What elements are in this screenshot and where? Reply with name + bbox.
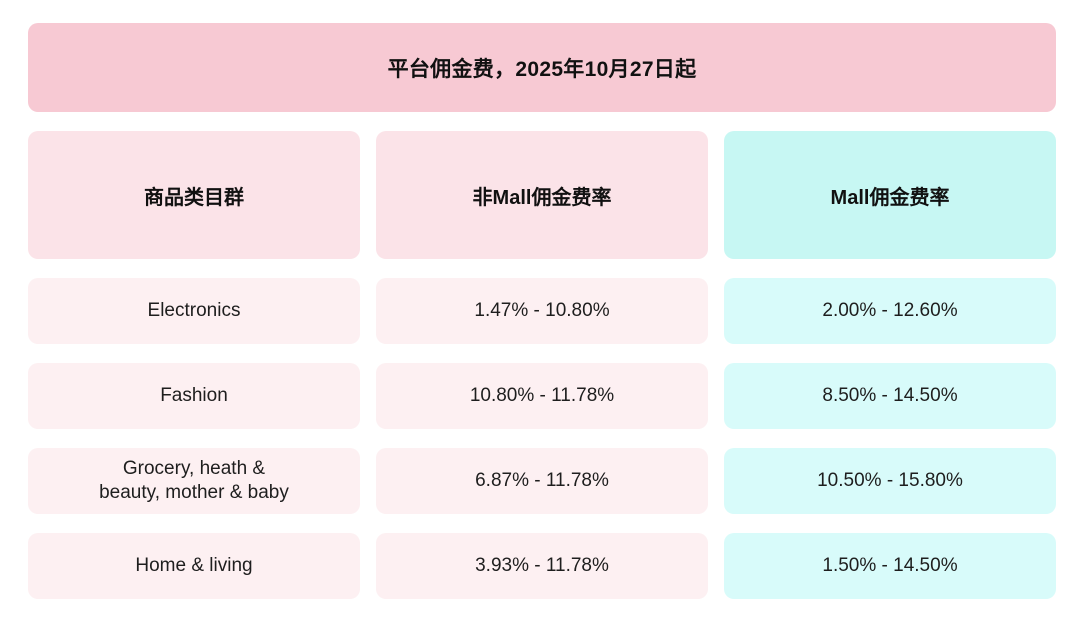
header-cell-category: 商品类目群 <box>28 131 360 259</box>
category-label: Home & living <box>135 555 253 577</box>
commission-table: 商品类目群 非Mall佣金费率 Mall佣金费率 Electronics 1.4… <box>28 131 1056 599</box>
header-label-category: 商品类目群 <box>144 186 244 209</box>
non-mall-rate-cell: 10.80% - 11.78% <box>376 363 708 429</box>
category-cell: Home & living <box>28 533 360 599</box>
category-label: Fashion <box>160 385 228 407</box>
non-mall-rate-value: 6.87% - 11.78% <box>475 470 609 492</box>
mall-rate-cell: 8.50% - 14.50% <box>724 363 1056 429</box>
mall-rate-value: 1.50% - 14.50% <box>822 555 958 577</box>
page-title: 平台佣金费，2025年10月27日起 <box>387 57 697 81</box>
non-mall-rate-cell: 3.93% - 11.78% <box>376 533 708 599</box>
non-mall-rate-value: 1.47% - 10.80% <box>474 300 610 322</box>
mall-rate-value: 10.50% - 15.80% <box>817 470 963 492</box>
mall-rate-cell: 10.50% - 15.80% <box>724 448 1056 514</box>
mall-rate-cell: 1.50% - 14.50% <box>724 533 1056 599</box>
category-cell: Grocery, heath & beauty, mother & baby <box>28 448 360 514</box>
non-mall-rate-value: 10.80% - 11.78% <box>469 385 615 407</box>
non-mall-rate-cell: 6.87% - 11.78% <box>376 448 708 514</box>
mall-rate-cell: 2.00% - 12.60% <box>724 278 1056 344</box>
header-label-mall-rate: Mall佣金费率 <box>830 186 950 209</box>
header-label-non-mall-rate: 非Mall佣金费率 <box>472 186 612 209</box>
category-label: Electronics <box>147 300 241 322</box>
header-cell-non-mall-rate: 非Mall佣金费率 <box>376 131 708 259</box>
header-cell-mall-rate: Mall佣金费率 <box>724 131 1056 259</box>
non-mall-rate-value: 3.93% - 11.78% <box>475 555 609 577</box>
category-cell: Electronics <box>28 278 360 344</box>
category-label: Grocery, heath & beauty, mother & baby <box>99 458 289 503</box>
non-mall-rate-cell: 1.47% - 10.80% <box>376 278 708 344</box>
category-cell: Fashion <box>28 363 360 429</box>
mall-rate-value: 8.50% - 14.50% <box>822 385 958 407</box>
mall-rate-value: 2.00% - 12.60% <box>822 300 958 322</box>
title-banner: 平台佣金费，2025年10月27日起 <box>28 23 1056 112</box>
